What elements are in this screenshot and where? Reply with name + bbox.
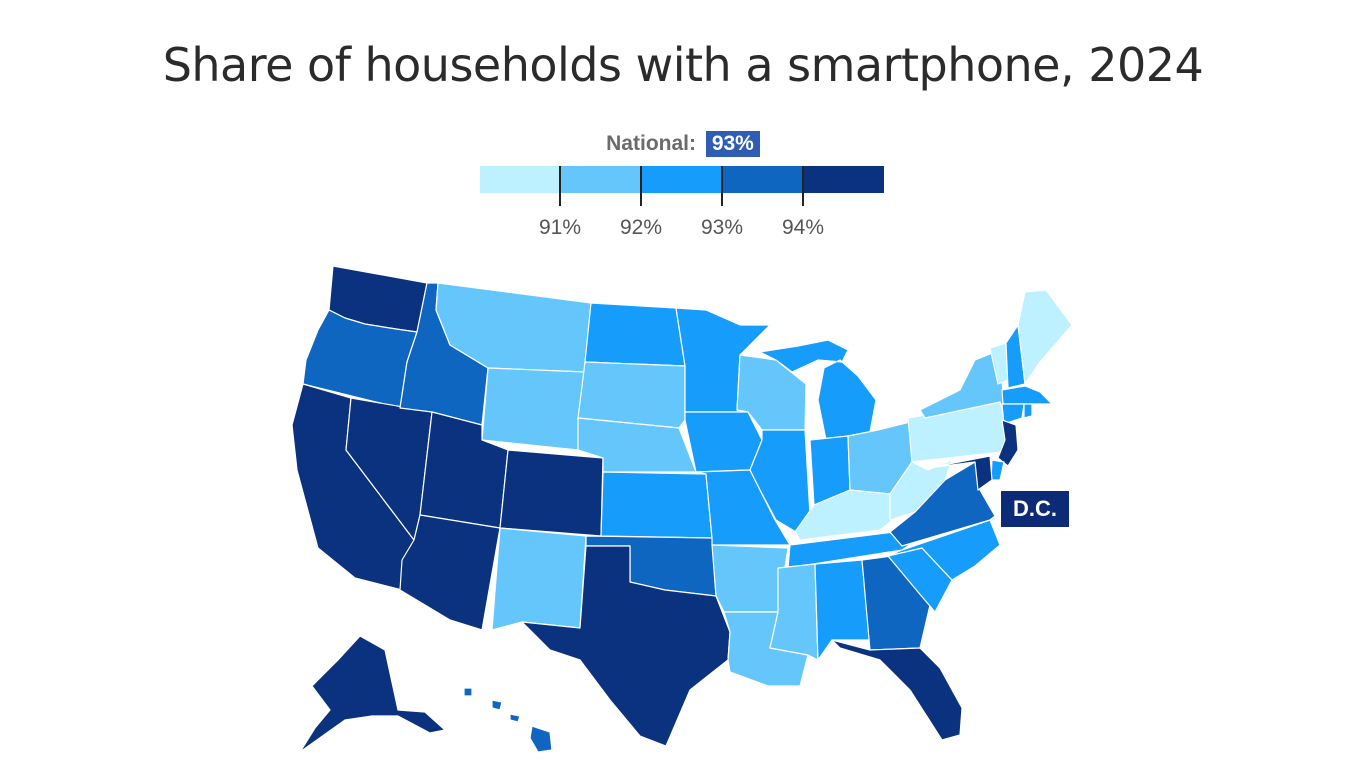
color-legend <box>480 166 884 193</box>
state-ND[interactable] <box>584 302 686 367</box>
state-FL[interactable] <box>831 639 963 741</box>
legend-bin-2 <box>560 166 642 193</box>
state-AZ[interactable] <box>399 514 501 631</box>
state-DE[interactable] <box>990 459 1005 481</box>
state-AL[interactable] <box>814 559 871 661</box>
national-average: National: 93% <box>0 131 1366 157</box>
legend-bin-1 <box>480 166 561 193</box>
national-value-badge: 93% <box>705 131 760 157</box>
state-IA[interactable] <box>684 411 763 473</box>
state-MD[interactable] <box>927 455 993 491</box>
legend-tick <box>640 166 642 206</box>
legend-tick <box>559 166 561 206</box>
state-WV[interactable] <box>889 459 953 521</box>
state-NJ[interactable] <box>997 419 1019 467</box>
legend-tick <box>721 166 723 206</box>
state-ME[interactable] <box>1017 289 1073 385</box>
state-AK[interactable] <box>299 635 446 753</box>
state-RI[interactable] <box>1023 403 1033 419</box>
map-title: Share of households with a smartphone, 2… <box>162 38 1204 92</box>
state-CO[interactable] <box>499 449 604 537</box>
state-IL[interactable] <box>749 429 811 533</box>
dc-callout-label: D.C. <box>1001 491 1069 527</box>
state-CT[interactable] <box>1001 403 1025 425</box>
legend-tick-label: 94% <box>781 216 825 239</box>
state-WY[interactable] <box>481 367 586 451</box>
state-MA[interactable] <box>1001 385 1053 405</box>
state-AR[interactable] <box>711 544 789 613</box>
legend-tick-label: 92% <box>619 216 663 239</box>
state-MI[interactable] <box>759 339 877 441</box>
state-TX[interactable] <box>521 545 731 747</box>
legend-bin-5 <box>803 166 884 193</box>
national-label: National: <box>606 132 696 155</box>
state-HI[interactable] <box>463 687 553 753</box>
state-NM[interactable] <box>491 527 587 631</box>
legend-bin-4 <box>722 166 804 193</box>
state-NC[interactable] <box>887 519 1001 581</box>
legend-tick-label: 91% <box>538 216 582 239</box>
legend-tick <box>802 166 804 206</box>
state-SD[interactable] <box>577 361 686 429</box>
legend-bin-3 <box>641 166 723 193</box>
legend-tick-label: 93% <box>700 216 744 239</box>
state-KS[interactable] <box>600 471 713 539</box>
state-GA[interactable] <box>861 555 931 651</box>
